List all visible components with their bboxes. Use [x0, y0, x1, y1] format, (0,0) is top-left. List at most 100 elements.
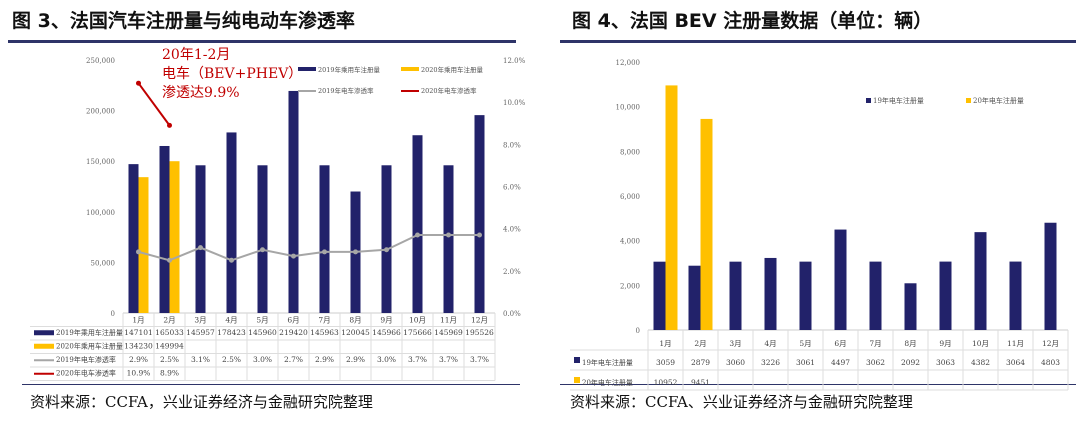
title-rule [560, 40, 1076, 43]
bar-2019 [1009, 261, 1022, 330]
table-cell: 3226 [761, 358, 780, 367]
annotation-text: 渗透达9.9% [162, 85, 240, 101]
table-cell: 4497 [831, 358, 850, 367]
bar-2019 [904, 283, 917, 330]
bar-2019 [688, 265, 701, 330]
x-tick-label: 11月 [440, 316, 457, 325]
bar-2019 [1044, 222, 1057, 330]
table-cell: 2.9% [129, 355, 148, 364]
table-series-name: 20年电车注册量 [582, 378, 633, 387]
table-cell: 175666 [403, 328, 432, 337]
legend-label: 20年电车注册量 [973, 96, 1024, 105]
legend-key [401, 67, 419, 71]
x-tick-label: 1月 [132, 316, 144, 325]
bar-2020 [138, 177, 149, 313]
left-source: 资料来源：CCFA，兴业证券经济与金融研究院整理 [30, 393, 373, 411]
table-cell: 3061 [796, 358, 815, 367]
bar-2019 [653, 261, 666, 330]
legend-label: 2019年电车渗透率 [318, 86, 374, 95]
table-cell: 120045 [341, 328, 370, 337]
table-series-name: 2019年电车渗透率 [56, 355, 116, 364]
y-tick-label: 100,000 [86, 209, 115, 217]
line-point [167, 122, 172, 128]
line-point [477, 232, 482, 238]
legend-label: 2020年电车渗透率 [421, 86, 477, 95]
x-tick-label: 3月 [729, 339, 741, 348]
y2-tick-label: 2.0% [503, 268, 521, 276]
line-point [353, 249, 358, 255]
table-cell: 145966 [372, 328, 401, 337]
bottom-rule [22, 384, 520, 385]
y-tick-label: 4,000 [620, 238, 640, 246]
table-cell: 219420 [279, 328, 308, 337]
line-point [198, 245, 203, 251]
table-cell: 145969 [434, 328, 463, 337]
line-point [136, 249, 141, 255]
y-tick-label: 2,000 [620, 282, 640, 290]
table-cell: 10.9% [127, 369, 151, 378]
y-tick-label: 250,000 [86, 57, 115, 65]
x-tick-label: 8月 [349, 316, 361, 325]
table-cell: 2.9% [346, 355, 365, 364]
legend-key [298, 67, 316, 71]
legend-key [574, 357, 580, 363]
y2-tick-label: 10.0% [503, 99, 526, 107]
y-tick-label: 0 [636, 327, 640, 335]
x-tick-label: 11月 [1007, 339, 1024, 348]
table-cell: 2.5% [160, 355, 179, 364]
line-point [384, 247, 389, 253]
bar-2020 [665, 85, 678, 330]
bar-2019 [764, 257, 777, 330]
right-chart-title: 图 4、法国 BEV 注册量数据（单位：辆） [572, 10, 933, 32]
y2-tick-label: 4.0% [503, 226, 521, 234]
x-tick-label: 9月 [939, 339, 951, 348]
x-tick-label: 7月 [318, 316, 330, 325]
x-tick-label: 3月 [194, 316, 206, 325]
y-tick-label: 10,000 [616, 104, 641, 112]
table-cell: 4382 [971, 358, 990, 367]
legend-key [866, 98, 871, 103]
bar-2019 [799, 261, 812, 330]
x-tick-label: 10月 [409, 316, 426, 325]
bar-2019 [128, 164, 139, 313]
x-tick-label: 7月 [869, 339, 881, 348]
y2-tick-label: 6.0% [503, 184, 521, 192]
legend-key [34, 343, 54, 349]
legend-key [966, 98, 971, 103]
table-cell: 3059 [656, 358, 675, 367]
y-tick-label: 8,000 [620, 148, 640, 156]
table-cell: 8.9% [160, 369, 179, 378]
table-cell: 3.7% [470, 355, 489, 364]
table-cell: 3.0% [253, 355, 272, 364]
x-tick-label: 8月 [904, 339, 916, 348]
x-tick-label: 12月 [1042, 339, 1059, 348]
bar-2019 [869, 261, 882, 330]
x-tick-label: 6月 [287, 316, 299, 325]
y-tick-label: 50,000 [91, 259, 116, 267]
left-chart-title: 图 3、法国汽车注册量与纯电动车渗透率 [12, 10, 355, 32]
table-cell: 2.9% [315, 355, 334, 364]
table-cell: 178423 [217, 328, 246, 337]
y-tick-label: 6,000 [620, 193, 640, 201]
line-point [446, 232, 451, 238]
bar-2019 [159, 145, 170, 313]
table-cell: 145963 [310, 328, 339, 337]
table-cell: 3063 [936, 358, 955, 367]
y-tick-label: 150,000 [86, 158, 115, 166]
x-tick-label: 5月 [256, 316, 268, 325]
x-tick-label: 5月 [799, 339, 811, 348]
series-line [137, 82, 171, 126]
table-cell: 3060 [726, 358, 745, 367]
bar-2019 [443, 165, 454, 313]
table-cell: 165033 [155, 328, 184, 337]
bar-2019 [319, 165, 330, 313]
table-cell: 195526 [465, 328, 494, 337]
legend-key [34, 330, 54, 336]
table-cell: 145957 [186, 328, 215, 337]
table-series-name: 2020年电车渗透率 [56, 369, 116, 378]
x-tick-label: 4月 [764, 339, 776, 348]
y2-tick-label: 12.0% [503, 57, 526, 65]
bar-2019 [939, 261, 952, 330]
table-cell: 2.7% [284, 355, 303, 364]
line-point [229, 257, 234, 263]
